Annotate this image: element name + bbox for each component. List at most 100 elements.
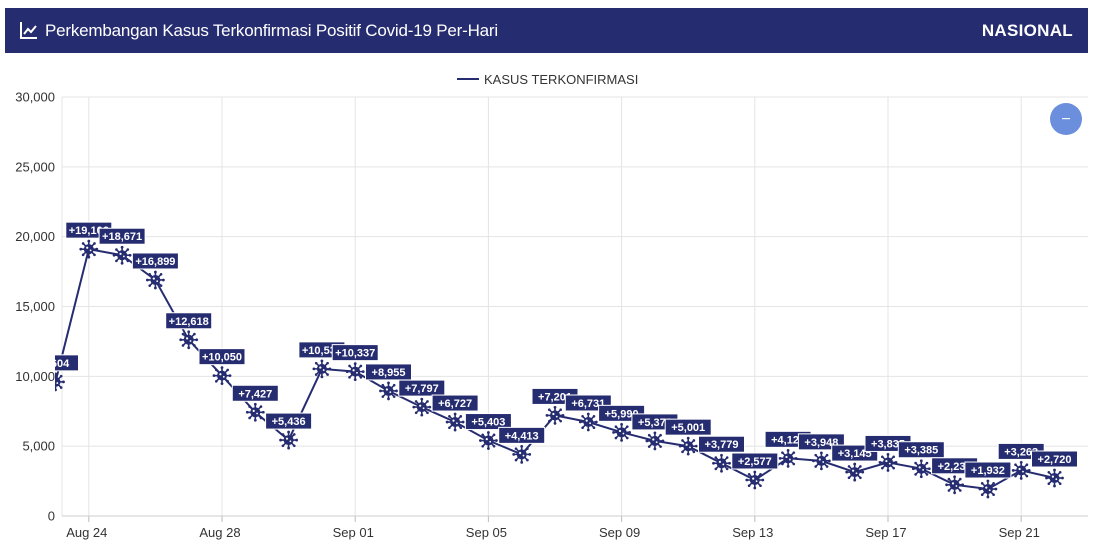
y-tick-label: 5,000 — [22, 439, 55, 454]
data-point-marker[interactable] — [711, 453, 732, 474]
data-point-marker[interactable] — [1010, 460, 1032, 481]
chart-title: Perkembangan Kasus Terkonfirmasi Positif… — [45, 21, 498, 40]
data-point-marker[interactable] — [278, 429, 299, 451]
data-point-marker[interactable] — [611, 422, 632, 443]
y-tick-label: 10,000 — [15, 369, 55, 384]
data-label-text: +5,403 — [471, 417, 505, 429]
y-tick-label: 20,000 — [15, 229, 55, 244]
data-label: +2,577 — [731, 452, 779, 470]
data-point-marker[interactable] — [478, 430, 499, 451]
data-label-box — [964, 461, 1012, 479]
data-point-marker[interactable] — [877, 452, 899, 473]
data-label-text: +3,263 — [1004, 446, 1038, 458]
legend[interactable]: KASUS TERKONFIRMASI — [457, 72, 638, 87]
data-label: +7,797 — [398, 379, 446, 397]
data-label-box — [131, 252, 179, 270]
data-point-marker[interactable] — [111, 245, 133, 266]
data-point-marker[interactable] — [644, 430, 666, 452]
data-label-text: +3,145 — [838, 448, 872, 460]
data-label: +16,899 — [131, 252, 179, 270]
y-tick-label: 0 — [48, 509, 55, 524]
data-point-marker[interactable] — [444, 411, 466, 433]
data-label: +10,050 — [198, 348, 246, 366]
data-point-marker[interactable] — [811, 450, 832, 472]
data-point-marker[interactable] — [977, 478, 999, 500]
x-tick-label: Aug 28 — [199, 525, 240, 540]
data-point-marker[interactable] — [411, 396, 432, 418]
data-label-text: +2,234 — [938, 461, 973, 473]
data-point-marker[interactable] — [78, 238, 100, 260]
data-label-box — [897, 441, 945, 459]
x-tick-label: Sep 21 — [999, 525, 1040, 540]
data-point-marker[interactable] — [211, 365, 233, 386]
data-label: +18,671 — [98, 227, 146, 245]
data-label-text: +4,413 — [505, 430, 539, 442]
minus-icon: − — [1061, 111, 1070, 128]
axes: 0 5,000 10,000 15,000 20,000 25,000 30,000 Aug … — [15, 90, 1088, 540]
data-label-box — [265, 412, 313, 430]
data-label-text: +8,955 — [372, 367, 406, 379]
data-point-marker[interactable] — [1044, 467, 1065, 489]
y-tick-label: 15,000 — [15, 299, 55, 314]
data-label-text: +2,720 — [1038, 454, 1072, 466]
data-point-marker[interactable] — [311, 358, 333, 380]
data-point-marker[interactable] — [145, 269, 166, 291]
data-label-box — [498, 426, 546, 444]
data-point-marker[interactable] — [511, 444, 532, 465]
data-point-marker[interactable] — [944, 474, 965, 495]
data-label-box — [698, 435, 745, 453]
x-tick-label: Sep 17 — [865, 525, 906, 540]
data-label: +4,413 — [498, 426, 546, 444]
x-tick-label: Sep 13 — [732, 525, 773, 540]
data-point-marker[interactable] — [677, 435, 699, 457]
x-tick-label: Sep 05 — [466, 525, 507, 540]
data-label-text: +5,436 — [272, 416, 306, 428]
y-tick-label: 25,000 — [15, 159, 55, 174]
data-label-box — [398, 379, 446, 397]
grid-lines — [62, 96, 1088, 516]
x-tick-label: Aug 24 — [66, 525, 107, 540]
data-label-text: +5,990 — [605, 408, 639, 420]
data-point-marker[interactable] — [245, 402, 266, 423]
data-label: +2,720 — [1031, 450, 1078, 468]
data-point-marker[interactable] — [544, 405, 566, 426]
data-label: +1,932 — [964, 461, 1012, 479]
data-label-text: +5,376 — [638, 417, 672, 429]
data-label-text: +10,337 — [335, 348, 375, 360]
data-label-text: +6,727 — [438, 398, 472, 410]
scope-label: NASIONAL — [981, 21, 1073, 40]
data-label: +8,955 — [365, 363, 412, 381]
data-label-text: +7,797 — [405, 383, 439, 395]
data-label-text: +4,128 — [771, 434, 805, 446]
data-point-marker[interactable] — [178, 329, 199, 350]
data-label-text: +3,835 — [871, 438, 905, 450]
data-point-marker[interactable] — [911, 458, 932, 479]
data-label-box — [431, 394, 479, 412]
data-label: +10,337 — [331, 344, 379, 362]
data-point-marker[interactable] — [744, 469, 766, 491]
data-label-text: +6,731 — [571, 398, 605, 410]
zoom-out-button[interactable]: − — [1050, 103, 1082, 135]
data-label-text: +5,001 — [671, 422, 705, 434]
data-label-box — [365, 363, 412, 381]
data-label-box — [731, 452, 779, 470]
data-label-box — [231, 384, 279, 402]
data-label-text: +12,618 — [169, 316, 209, 328]
legend-label: KASUS TERKONFIRMASI — [484, 72, 638, 87]
data-point-marker[interactable] — [345, 361, 366, 382]
data-point-marker[interactable] — [777, 448, 799, 469]
data-label: 9,604 — [55, 354, 79, 372]
data-label: +6,727 — [431, 394, 479, 412]
data-point-marker[interactable] — [378, 380, 399, 402]
data-point-marker[interactable] — [844, 461, 865, 483]
data-label: +5,436 — [265, 412, 313, 430]
data-label-text: +3,779 — [705, 439, 739, 451]
data-label-text: +18,671 — [102, 231, 142, 243]
data-label: +5,403 — [464, 413, 512, 431]
x-tick-label: Sep 09 — [599, 525, 640, 540]
x-tick-label: Sep 01 — [333, 525, 374, 540]
data-label-text: +16,899 — [135, 256, 175, 268]
data-point-marker[interactable] — [578, 411, 599, 433]
data-markers[interactable] — [46, 238, 1065, 500]
